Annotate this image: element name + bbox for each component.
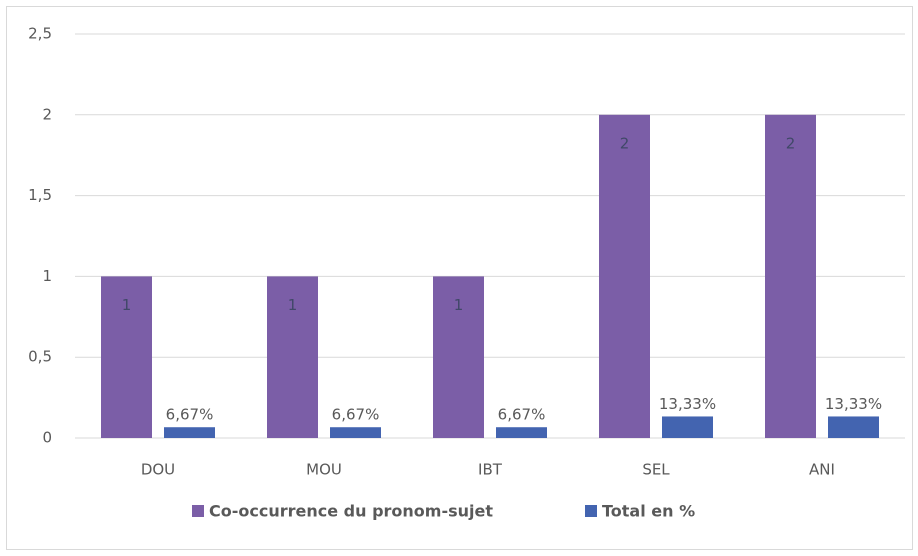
legend-swatch bbox=[585, 505, 597, 517]
bar bbox=[828, 416, 879, 438]
y-tick-label: 1 bbox=[42, 267, 52, 285]
y-tick-label: 2 bbox=[42, 105, 52, 123]
data-label: 13,33% bbox=[659, 395, 716, 413]
bar bbox=[662, 416, 713, 438]
bar bbox=[433, 276, 484, 438]
y-tick-label: 1,5 bbox=[28, 186, 52, 204]
data-label: 6,67% bbox=[332, 406, 380, 424]
x-tick-label: ANI bbox=[809, 461, 835, 479]
x-tick-label: DOU bbox=[141, 461, 175, 479]
legend-text: Total en % bbox=[602, 502, 695, 521]
bar bbox=[267, 276, 318, 438]
data-label: 2 bbox=[620, 134, 630, 152]
y-tick-label: 0 bbox=[42, 429, 52, 447]
x-tick-label: IBT bbox=[478, 461, 503, 479]
data-label: 6,67% bbox=[498, 406, 546, 424]
bar bbox=[765, 114, 816, 439]
legend-text: Co-occurrence du pronom-sujet bbox=[209, 502, 493, 521]
data-label: 1 bbox=[288, 296, 298, 314]
bar bbox=[496, 427, 547, 438]
y-tick-label: 0,5 bbox=[28, 348, 52, 366]
x-tick-label: SEL bbox=[642, 461, 670, 479]
bar bbox=[599, 114, 650, 439]
y-tick-label: 2,5 bbox=[28, 25, 52, 43]
data-label: 13,33% bbox=[825, 395, 882, 413]
bar bbox=[164, 427, 215, 438]
data-label: 6,67% bbox=[166, 406, 214, 424]
legend-swatch bbox=[192, 505, 204, 517]
x-tick-label: MOU bbox=[306, 461, 342, 479]
data-label: 1 bbox=[454, 296, 464, 314]
data-label: 2 bbox=[786, 134, 796, 152]
data-label: 1 bbox=[122, 296, 132, 314]
bar bbox=[330, 427, 381, 438]
bar bbox=[101, 276, 152, 438]
